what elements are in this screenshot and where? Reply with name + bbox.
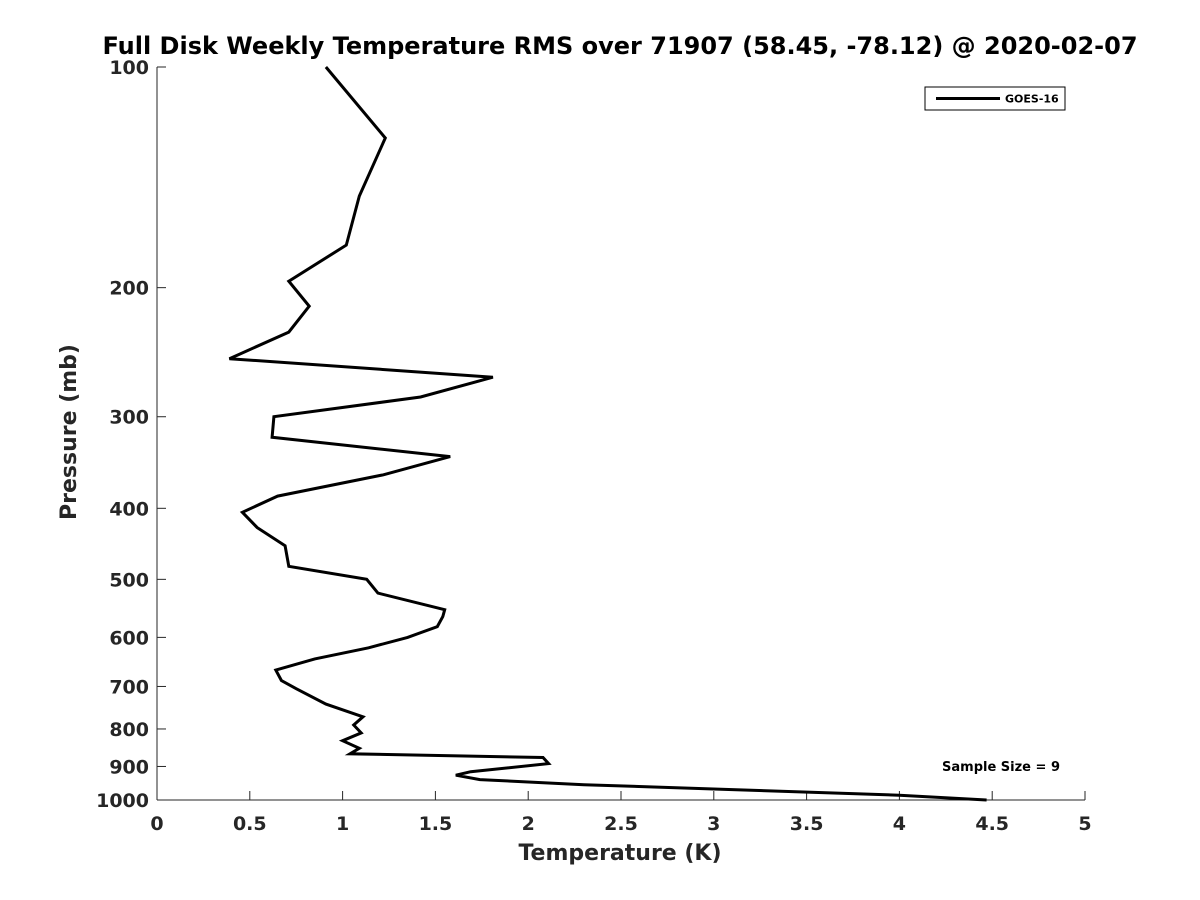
x-tick-label: 0.5 — [233, 813, 267, 835]
x-tick-label: 0 — [150, 813, 163, 835]
y-tick-label: 600 — [109, 627, 149, 649]
x-tick-label: 2.5 — [604, 813, 638, 835]
sample-size-annotation: Sample Size = 9 — [942, 760, 1060, 775]
series-line-goes-16 — [228, 66, 987, 802]
y-tick-label: 800 — [109, 719, 149, 741]
y-tick-label: 1000 — [96, 790, 149, 812]
legend: GOES-16 — [924, 86, 1066, 111]
x-tick-label: 3 — [707, 813, 720, 835]
x-tick-label: 4 — [893, 813, 906, 835]
y-tick-label: 900 — [109, 756, 149, 778]
y-axis-label: Pressure (mb) — [57, 344, 82, 520]
tick-labels: 0 0.5 1 1.5 2 2.5 3 3.5 4 4.5 5 100 200 300 400 500 600 7… — [96, 57, 1092, 835]
x-tick-label: 5 — [1078, 813, 1091, 835]
axes — [156, 66, 1086, 801]
x-tick-label: 3.5 — [790, 813, 824, 835]
x-tick-label: 4.5 — [975, 813, 1009, 835]
y-tick-label: 400 — [109, 498, 149, 520]
x-tick-label: 2 — [522, 813, 535, 835]
y-tick-label: 700 — [109, 676, 149, 698]
y-tick-label: 500 — [109, 569, 149, 591]
legend-label-goes-16: GOES-16 — [1005, 93, 1059, 106]
series-layer — [228, 66, 987, 802]
x-tick-label: 1 — [336, 813, 349, 835]
y-tick-label: 200 — [109, 278, 149, 300]
chart-title: Full Disk Weekly Temperature RMS over 71… — [102, 32, 1137, 60]
y-tick-label: 100 — [109, 57, 149, 79]
x-tick-label: 1.5 — [419, 813, 453, 835]
y-tick-label: 300 — [109, 407, 149, 429]
x-axis-label: Temperature (K) — [518, 841, 721, 866]
